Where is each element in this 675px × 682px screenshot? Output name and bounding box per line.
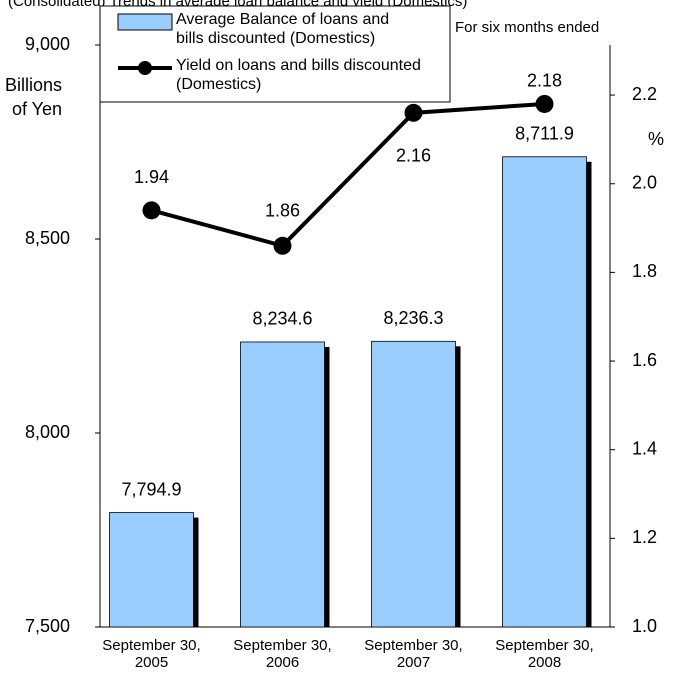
y-tick-label: 8,500 [25,228,70,248]
y2-tick-label: 2.0 [632,172,657,192]
bar-value-label: 8,711.9 [515,124,574,144]
line-value-label: 1.94 [134,167,169,187]
y-tick-label: 9,000 [25,34,70,54]
legend-label: Average Balance of loans and bills discou… [176,11,389,47]
x-tick-label: September 30, 2006 [233,637,332,671]
chart-title: (Consolidated) Trends in average loan ba… [8,0,467,10]
y-tick-label: 7,500 [25,616,70,636]
bar [109,512,194,628]
line-marker [535,94,554,113]
y-tick-label: 8,000 [25,422,70,442]
bar [502,156,587,628]
line-value-label: 2.18 [527,71,562,91]
bar [240,341,325,628]
x-tick-label: September 30, 2007 [364,637,463,671]
y2-tick-label: 1.2 [632,527,657,547]
line-marker [142,201,161,220]
line [150,101,545,249]
bar-value-label: 8,234.6 [252,309,312,329]
y2-tick-label: 1.6 [632,350,657,370]
y2-label: % [648,129,664,149]
y2-tick-label: 1.8 [632,261,657,281]
legend-label: Yield on loans and bills discounted (Dome… [176,57,421,93]
y2-tick-label: 1.0 [632,616,657,636]
bar-value-label: 8,236.3 [383,308,443,328]
line-value-label: 1.86 [265,201,300,221]
y2-tick-label: 2.2 [632,84,657,104]
x-tick-label: September 30, 2008 [495,637,594,671]
line-value-label: 2.16 [396,146,431,166]
bar-value-label: 7,794.9 [121,479,181,499]
legend-swatch-marker [138,61,152,75]
line-marker [404,103,423,122]
x-tick-label: September 30, 2005 [102,637,201,671]
y2-tick-label: 1.4 [632,438,657,458]
line-marker [273,236,292,255]
legend-swatch [117,13,173,31]
bar [371,340,456,628]
subtitle: For six months ended [455,19,599,36]
y-label: Billions of Yen [5,75,62,119]
